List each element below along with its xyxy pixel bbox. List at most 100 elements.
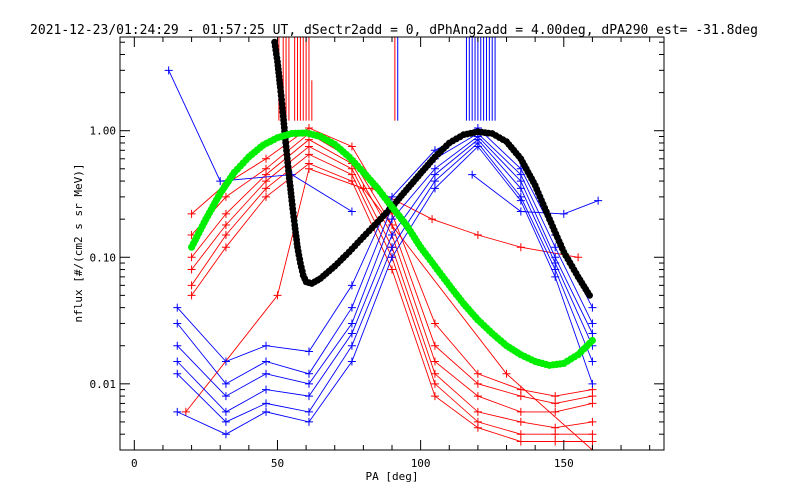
- data-point-blue: [262, 357, 271, 366]
- data-point-blue: [304, 407, 313, 416]
- model-point-black: [586, 292, 593, 299]
- data-point-blue: [559, 209, 568, 218]
- data-point-red: [430, 369, 439, 378]
- data-point-blue: [221, 392, 230, 401]
- data-point-blue: [347, 207, 356, 216]
- data-point-red: [221, 192, 230, 201]
- y-tick-label: 0.10: [90, 251, 117, 264]
- data-point-red: [430, 319, 439, 328]
- data-point-blue: [388, 243, 396, 252]
- data-point-red: [262, 154, 271, 163]
- data-point-red: [551, 399, 560, 408]
- data-point-red: [430, 379, 439, 388]
- data-point-red: [304, 150, 313, 159]
- data-point-red: [187, 265, 196, 274]
- data-point-blue: [347, 319, 356, 328]
- data-point-red: [502, 369, 511, 378]
- data-point-red: [347, 177, 356, 186]
- x-tick-label: 150: [554, 457, 574, 470]
- data-point-red: [551, 437, 560, 446]
- data-point-blue: [347, 341, 356, 350]
- series-line-red: [191, 127, 593, 397]
- data-point-red: [473, 379, 482, 388]
- data-point-blue: [262, 369, 271, 378]
- data-point-red: [516, 243, 525, 252]
- data-point-red: [221, 230, 230, 239]
- data-point-red: [187, 209, 196, 218]
- data-point-blue: [173, 407, 182, 416]
- series-line-blue: [168, 70, 353, 212]
- data-point-red: [347, 142, 356, 151]
- data-point-blue: [551, 243, 560, 252]
- data-point-blue: [221, 417, 230, 426]
- data-point-blue: [430, 184, 439, 193]
- data-point-red: [262, 177, 271, 186]
- data-point-red: [588, 430, 597, 439]
- data-point-blue: [221, 430, 230, 439]
- data-point-blue: [551, 272, 560, 281]
- data-point-red: [359, 184, 368, 193]
- data-point-red: [181, 407, 190, 416]
- data-point-blue: [594, 196, 603, 205]
- y-axis-label: nflux [#/(cm2 s sr MeV)]: [72, 164, 85, 323]
- data-point-blue: [304, 379, 313, 388]
- data-point-blue: [516, 207, 525, 216]
- data-point-blue: [221, 357, 230, 366]
- data-point-red: [273, 291, 282, 300]
- data-point-blue: [221, 407, 230, 416]
- data-point-blue: [173, 357, 182, 366]
- data-point-red: [430, 341, 439, 350]
- x-axis-label: PA [deg]: [366, 470, 419, 483]
- data-point-blue: [430, 177, 439, 186]
- data-point-red: [473, 230, 482, 239]
- y-tick-label: 0.01: [90, 378, 117, 391]
- data-point-blue: [516, 177, 525, 186]
- series-line-blue: [471, 174, 599, 215]
- data-point-blue: [588, 357, 597, 366]
- data-point-blue: [347, 329, 356, 338]
- data-point-blue: [173, 303, 182, 312]
- data-point-red: [187, 281, 196, 290]
- x-tick-label: 100: [411, 457, 431, 470]
- data-point-blue: [216, 177, 225, 186]
- series-line-blue: [176, 142, 593, 423]
- data-point-blue: [347, 303, 356, 312]
- data-point-blue: [173, 319, 182, 328]
- data-point-red: [304, 142, 313, 151]
- data-point-blue: [304, 369, 313, 378]
- data-point-red: [516, 392, 525, 401]
- data-point-red: [221, 220, 230, 229]
- data-point-blue: [173, 369, 182, 378]
- data-point-blue: [262, 385, 271, 394]
- data-point-red: [430, 392, 439, 401]
- data-point-blue: [588, 303, 597, 312]
- data-point-red: [551, 392, 560, 401]
- y-tick-label: 1.00: [90, 125, 117, 138]
- data-point-blue: [516, 184, 525, 193]
- data-point-red: [262, 192, 271, 201]
- data-point-blue: [388, 192, 396, 201]
- data-point-blue: [473, 142, 482, 151]
- data-point-red: [551, 430, 560, 439]
- data-point-blue: [304, 392, 313, 401]
- plot-area: [164, 37, 603, 450]
- data-point-red: [187, 253, 196, 262]
- data-point-red: [304, 164, 313, 173]
- data-point-blue: [388, 215, 396, 224]
- data-point-red: [428, 215, 437, 224]
- data-point-red: [588, 417, 597, 426]
- data-point-red: [574, 253, 583, 262]
- data-point-blue: [262, 399, 271, 408]
- axes: 0 50 100 150 0.01 0.10 1.00: [90, 37, 664, 470]
- data-point-blue: [516, 196, 525, 205]
- data-point-red: [221, 209, 230, 218]
- data-point-red: [473, 423, 482, 432]
- data-point-blue: [164, 66, 173, 75]
- series-line-red: [185, 168, 593, 450]
- x-tick-label: 50: [271, 457, 284, 470]
- data-point-blue: [262, 341, 271, 350]
- data-point-red: [588, 399, 597, 408]
- data-point-blue: [173, 341, 182, 350]
- data-point-blue: [388, 230, 396, 239]
